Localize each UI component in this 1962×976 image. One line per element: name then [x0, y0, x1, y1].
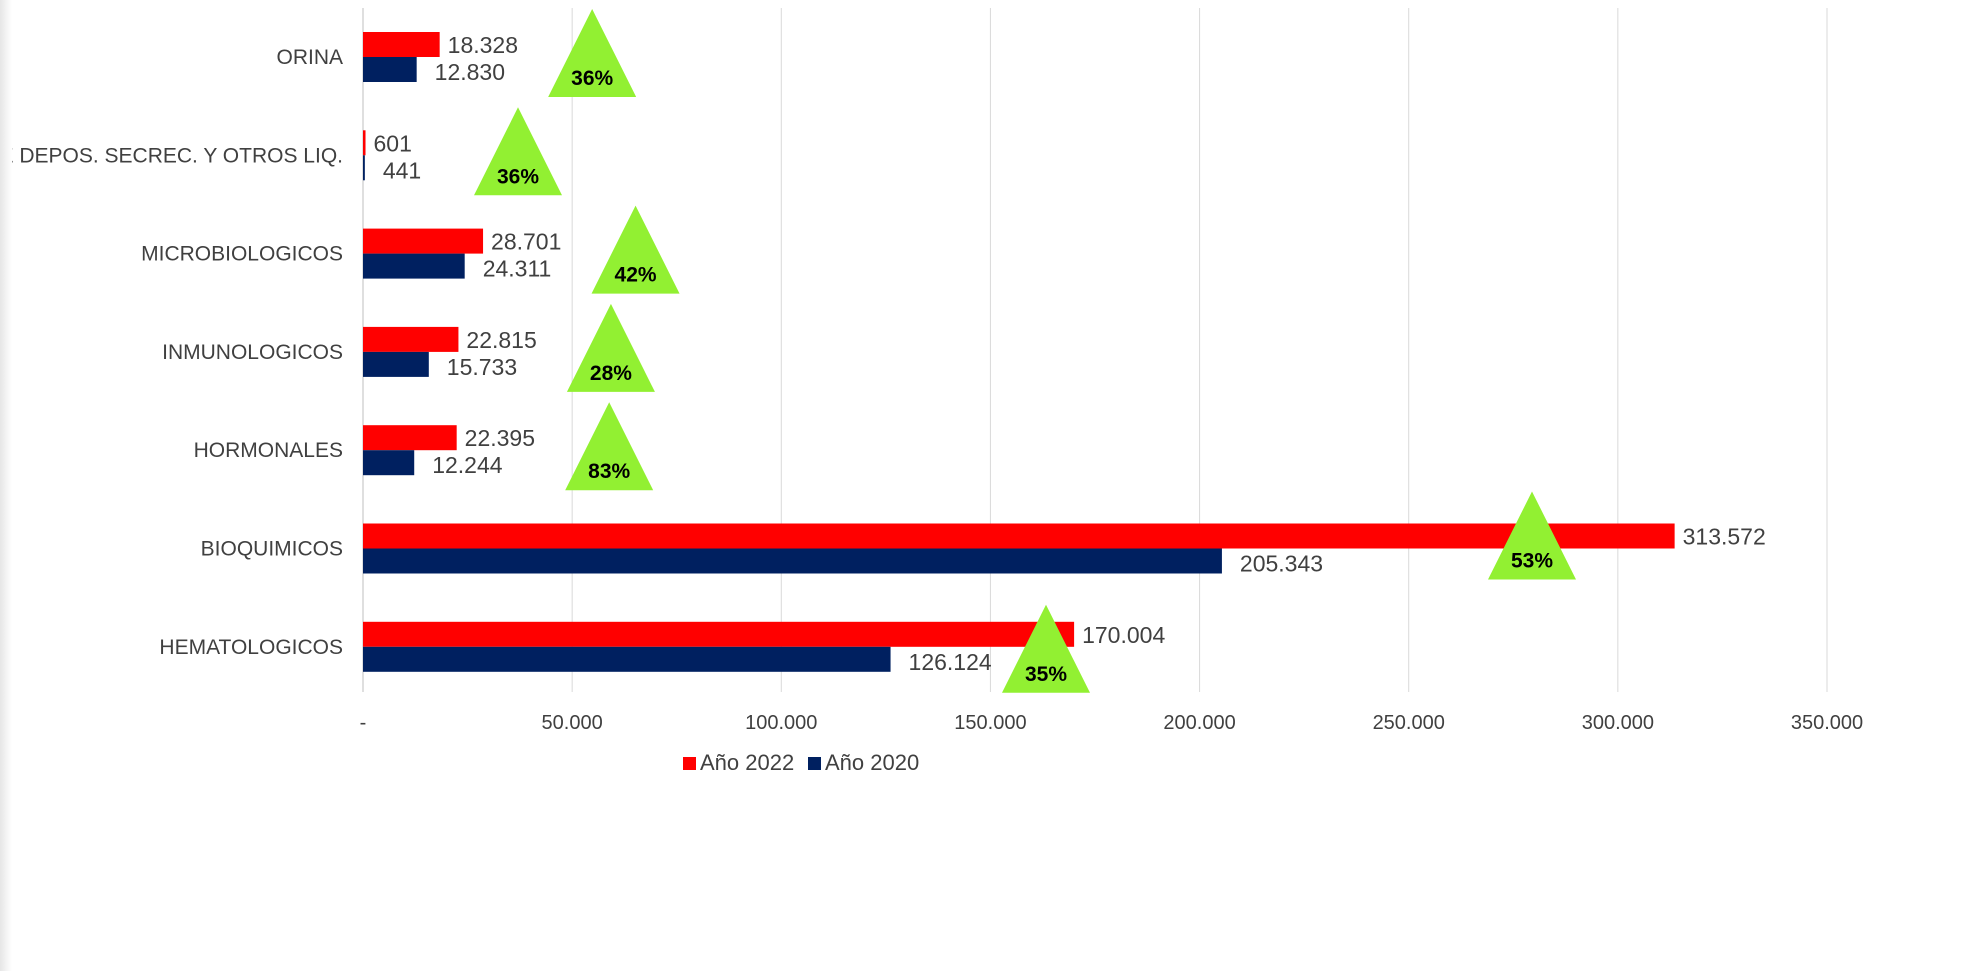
legend-2020-swatch	[808, 757, 821, 770]
bar-2020-orina	[363, 57, 417, 82]
x-tick-label-3: 150.000	[954, 712, 1026, 734]
x-tick-label-5: 250.000	[1373, 712, 1445, 734]
growth-marker-ex-de-depos-secrec-y-otros-liq	[474, 107, 563, 196]
growth-marker-hormonales	[565, 402, 654, 491]
category-labels: ORINA EX. DE DEPOS. SECREC. Y OTROS LIQ. M…	[0, 46, 343, 659]
x-tick-label-7: 350.000	[1791, 712, 1863, 734]
data-label-2020-inmunologicos: 15.733	[447, 354, 517, 380]
growth-marker-orina	[548, 9, 637, 97]
data-label-2022-hematologicos: 170.004	[1082, 622, 1165, 648]
category-label-hormonales: HORMONALES	[194, 439, 343, 462]
data-label-2020-ex-de-depos-secrec-y-otros-liq: 441	[383, 157, 421, 183]
bar-2022-orina	[363, 32, 440, 57]
growth-marker-bioquimicos	[1488, 491, 1576, 580]
x-tick-label-6: 300.000	[1582, 712, 1654, 734]
growth-label-hormonales: 83%	[588, 460, 630, 483]
bar-2022-bioquimicos	[363, 523, 1675, 549]
growth-label-microbiologicos: 42%	[615, 264, 657, 287]
growth-label-ex-de-depos-secrec-y-otros-liq: 36%	[497, 165, 539, 188]
bar-2020-ex-de-depos-secrec-y-otros-liq	[363, 155, 365, 181]
data-label-2022-inmunologicos: 22.815	[466, 327, 536, 353]
legend: Año 2022 Año 2020	[683, 750, 919, 775]
data-label-2022-ex-de-depos-secrec-y-otros-liq: 601	[374, 130, 412, 156]
bar-2022-inmunologicos	[363, 326, 459, 352]
data-label-2020-hormonales: 12.244	[432, 452, 503, 478]
bar-2020-bioquimicos	[363, 548, 1222, 574]
x-tick-label-4: 200.000	[1163, 712, 1235, 734]
bar-2022-hormonales	[363, 425, 457, 451]
category-label-orina: ORINA	[276, 46, 343, 69]
bar-2020-microbiologicos	[363, 253, 465, 279]
growth-marker-hematologicos	[1002, 604, 1090, 693]
x-tick-label-1: 50.000	[542, 712, 603, 734]
category-label-hematologicos: HEMATOLOGICOS	[159, 636, 343, 659]
bar-2020-inmunologicos	[363, 351, 429, 377]
bar-2022-ex-de-depos-secrec-y-otros-liq	[363, 130, 366, 156]
legend-2022-swatch	[683, 757, 696, 770]
legend-2022-label: Año 2022	[700, 750, 794, 775]
bar-2022-microbiologicos	[363, 228, 484, 254]
data-label-2022-bioquimicos: 313.572	[1683, 524, 1766, 550]
growth-label-hematologicos: 35%	[1025, 663, 1067, 686]
data-label-2020-hematologicos: 126.124	[909, 649, 992, 675]
growth-label-orina: 36%	[571, 67, 613, 90]
data-label-2020-orina: 12.830	[435, 59, 505, 85]
data-label-2022-orina: 18.328	[448, 32, 518, 58]
category-label-microbiologicos: MICROBIOLOGICOS	[141, 243, 343, 266]
category-label-inmunologicos: INMUNOLOGICOS	[162, 341, 343, 364]
gridlines	[362, 8, 1828, 692]
growth-label-bioquimicos: 53%	[1511, 550, 1553, 573]
bars	[363, 32, 1675, 672]
growth-markers: 36% 36% 42% 28% 83% 53% 35%	[474, 9, 1576, 693]
growth-marker-inmunologicos	[566, 303, 655, 392]
bar-2020-hematologicos	[363, 646, 891, 672]
data-label-2020-microbiologicos: 24.311	[483, 256, 552, 282]
data-label-2022-hormonales: 22.395	[465, 425, 535, 451]
legend-2020-label: Año 2020	[825, 750, 919, 775]
x-tick-label-2: 100.000	[745, 712, 817, 734]
category-label-ex-de-depos-secrec-y-otros-liq: EX. DE DEPOS. SECREC. Y OTROS LIQ.	[0, 144, 343, 167]
left-edge-shadow	[0, 0, 12, 971]
x-axis-tick-labels: - 50.000 100.000 150.000 200.000 250.000 300.0…	[360, 712, 1863, 734]
data-label-2022-microbiologicos: 28.701	[491, 229, 561, 255]
growth-label-inmunologicos: 28%	[590, 362, 632, 385]
bar-2020-hormonales	[363, 450, 415, 476]
growth-marker-microbiologicos	[591, 205, 680, 294]
data-label-2020-bioquimicos: 205.343	[1240, 551, 1323, 577]
bar-2022-hematologicos	[363, 621, 1075, 647]
category-label-bioquimicos: BIOQUIMICOS	[201, 538, 343, 561]
x-tick-label-0: -	[360, 712, 367, 734]
